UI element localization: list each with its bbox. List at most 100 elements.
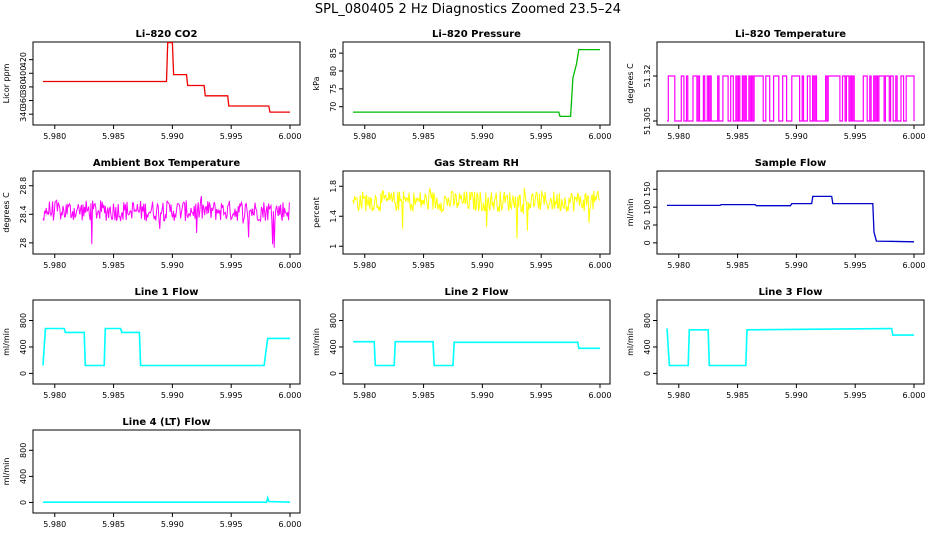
x-tick-label: 5.995: [530, 261, 553, 270]
panel-title: Line 3 Flow: [759, 287, 823, 298]
x-tick-label: 5.990: [785, 391, 808, 400]
plot-frame: [32, 170, 301, 255]
x-tick-label: 5.980: [43, 132, 66, 141]
x-tick-label: 5.985: [726, 391, 749, 400]
x-tick-label: 5.995: [220, 391, 243, 400]
y-tick-label: 50: [643, 220, 652, 230]
plot-frame: [656, 299, 925, 385]
x-tick-label: 5.990: [161, 261, 184, 270]
x-tick-label: 5.985: [102, 132, 125, 141]
y-axis-label: degrees C: [626, 63, 635, 104]
data-series: [666, 327, 914, 367]
panel-title: Gas Stream RH: [434, 158, 519, 169]
y-axis-label: degrees C: [2, 192, 11, 233]
x-tick-label: 5.985: [102, 520, 125, 529]
x-tick-label: 5.990: [785, 132, 808, 141]
panel-title: Li–820 Temperature: [735, 29, 846, 40]
x-tick-label: 5.990: [161, 132, 184, 141]
chart-panel-7: Line 1 Flow ml/min 5.980 5.985 5.990 5.995 6.0…: [2, 287, 301, 400]
x-tick-label: 5.990: [471, 132, 494, 141]
y-tick-label: 51.305: [643, 107, 652, 135]
x-tick-label: 5.995: [530, 132, 553, 141]
plot-frame: [342, 170, 611, 255]
x-tick-label: 6.000: [279, 520, 302, 529]
y-tick-label: 0: [329, 371, 338, 376]
data-series: [353, 48, 600, 118]
x-tick-label: 5.995: [530, 391, 553, 400]
y-tick-label: 0: [643, 371, 652, 376]
chart-panel-3: Li–820 Temperature degrees C 5.980 5.985 5.9…: [626, 29, 925, 141]
chart-panel-4: Ambient Box Temperature degrees C 5.980 5.9…: [2, 158, 301, 270]
y-tick-label: 340: [19, 107, 28, 122]
plot-frame: [342, 299, 611, 385]
y-tick-label: 85: [329, 48, 338, 58]
y-tick-label: 380: [19, 79, 28, 94]
data-series: [42, 327, 290, 367]
y-tick-label: 150: [643, 182, 652, 197]
panel-title: Ambient Box Temperature: [93, 158, 240, 169]
figure-title: SPL_080405 2 Hz Diagnostics Zoomed 23.5–…: [314, 2, 622, 17]
chart-panel-1: Li–820 CO2 Licor ppm 5.980 5.985 5.990 5.995 6…: [2, 29, 301, 141]
x-tick-label: 5.990: [161, 391, 184, 400]
x-tick-label: 5.980: [43, 520, 66, 529]
y-tick-label: 1: [329, 244, 338, 249]
x-tick-label: 5.995: [844, 391, 867, 400]
x-tick-label: 6.000: [589, 391, 612, 400]
y-axis-label: percent: [312, 197, 321, 228]
x-tick-label: 6.000: [589, 132, 612, 141]
data-series: [353, 340, 600, 367]
x-tick-label: 6.000: [279, 261, 302, 270]
y-tick-label: 400: [19, 469, 28, 484]
x-tick-label: 5.980: [43, 261, 66, 270]
x-tick-label: 5.985: [412, 391, 435, 400]
chart-panel-5: Gas Stream RH percent 5.980 5.985 5.990 5.995…: [312, 158, 611, 270]
y-tick-label: 400: [19, 339, 28, 354]
x-tick-label: 5.995: [220, 261, 243, 270]
x-tick-label: 5.980: [353, 391, 376, 400]
y-tick-label: 800: [19, 313, 28, 328]
y-axis-label: ml/min: [2, 328, 11, 356]
x-tick-label: 5.980: [667, 391, 690, 400]
plot-frame: [32, 429, 301, 514]
y-tick-label: 420: [19, 52, 28, 67]
x-tick-label: 5.980: [43, 391, 66, 400]
y-axis-label: ml/min: [626, 199, 635, 227]
y-tick-label: 51.32: [643, 65, 652, 88]
y-tick-label: 800: [329, 313, 338, 328]
data-series: [352, 187, 600, 239]
y-tick-label: 800: [643, 313, 652, 328]
y-tick-label: 28.4: [19, 205, 28, 223]
x-tick-label: 6.000: [903, 132, 926, 141]
x-tick-label: 5.985: [726, 261, 749, 270]
x-tick-label: 6.000: [903, 391, 926, 400]
x-tick-label: 5.990: [161, 520, 184, 529]
plot-frame: [656, 41, 925, 126]
y-tick-label: 80: [329, 66, 338, 76]
y-axis-label: kPa: [312, 76, 321, 90]
y-tick-label: 100: [643, 200, 652, 215]
data-series: [43, 495, 291, 503]
x-tick-label: 5.995: [844, 261, 867, 270]
plot-frame: [342, 41, 611, 126]
panel-title: Sample Flow: [755, 158, 827, 169]
panel-title: Line 4 (LT) Flow: [122, 417, 210, 428]
x-tick-label: 5.985: [412, 132, 435, 141]
y-tick-label: 0: [19, 500, 28, 505]
y-axis-label: ml/min: [312, 328, 321, 356]
plot-frame: [32, 41, 301, 126]
data-series: [42, 196, 290, 248]
panel-title: Li–820 CO2: [136, 29, 198, 40]
chart-panel-2: Li–820 Pressure kPa 5.980 5.985 5.990 5.995 6.…: [312, 29, 611, 141]
x-tick-label: 5.980: [353, 261, 376, 270]
y-tick-label: 70: [329, 102, 338, 112]
panel-title: Line 1 Flow: [135, 287, 199, 298]
data-series: [667, 195, 915, 243]
x-tick-label: 5.990: [471, 391, 494, 400]
x-tick-label: 5.990: [471, 261, 494, 270]
x-tick-label: 5.985: [102, 261, 125, 270]
chart-panel-6: Sample Flow ml/min 5.980 5.985 5.990 5.995 6.0…: [626, 158, 925, 270]
y-tick-label: 28: [19, 238, 28, 248]
chart-panel-10: Line 4 (LT) Flow ml/min 5.980 5.985 5.990 5.9…: [2, 417, 301, 529]
plot-frame: [32, 299, 301, 385]
